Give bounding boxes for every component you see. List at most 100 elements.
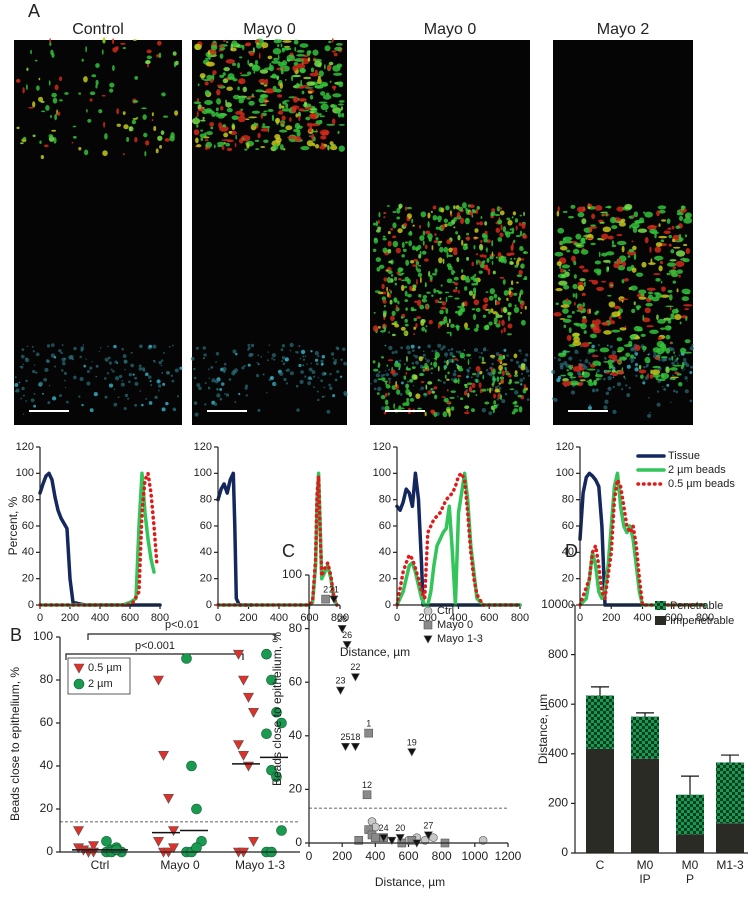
tissue-dot xyxy=(520,372,523,375)
profile-line xyxy=(395,471,522,607)
label: 100 xyxy=(16,467,34,479)
bead xyxy=(508,374,512,378)
bead xyxy=(206,131,213,136)
bead xyxy=(450,323,455,329)
tissue-dot xyxy=(525,353,529,357)
label: 20 xyxy=(22,573,34,585)
tissue-dot xyxy=(22,394,25,397)
bead xyxy=(276,76,279,81)
tissue-dot xyxy=(329,372,332,376)
tissue-dot xyxy=(427,344,431,348)
label: 40 xyxy=(562,546,574,558)
label: 120 xyxy=(16,441,34,453)
bead xyxy=(490,210,496,217)
tissue-dot xyxy=(46,359,48,361)
bead xyxy=(446,378,450,381)
bead xyxy=(417,272,423,278)
bead xyxy=(513,257,516,260)
bead xyxy=(447,295,453,298)
tissue-dot xyxy=(130,363,134,368)
bead xyxy=(318,70,324,77)
bead xyxy=(407,293,412,298)
bead xyxy=(669,259,677,262)
bead xyxy=(411,308,417,312)
bead xyxy=(459,352,465,359)
bead xyxy=(101,49,104,55)
bead xyxy=(648,262,656,266)
bead xyxy=(655,242,663,247)
bead xyxy=(578,375,584,378)
bead xyxy=(456,364,460,370)
bead xyxy=(112,64,115,72)
legend-swatch xyxy=(73,663,85,674)
bead xyxy=(607,359,613,366)
bead xyxy=(398,203,403,209)
bead xyxy=(472,390,476,393)
label: 80 xyxy=(379,494,391,506)
bead xyxy=(402,248,407,253)
tissue-dot xyxy=(113,388,116,391)
bead xyxy=(646,325,654,328)
bead xyxy=(649,228,658,234)
bead xyxy=(326,65,332,71)
bead xyxy=(293,39,299,45)
bead xyxy=(112,47,118,53)
label: 20 xyxy=(200,573,212,585)
bead xyxy=(658,235,668,239)
bead xyxy=(397,228,403,234)
tissue-dot xyxy=(612,385,615,389)
point xyxy=(379,834,389,843)
tissue-dot xyxy=(33,364,36,366)
tissue-dot xyxy=(340,358,343,361)
bead xyxy=(428,270,431,277)
label: 0 xyxy=(37,612,43,624)
bead xyxy=(261,125,271,129)
tissue-dot xyxy=(73,375,77,380)
bead xyxy=(666,272,671,276)
bead xyxy=(582,268,589,273)
tissue-dot xyxy=(557,358,561,362)
tissue-dot xyxy=(235,352,238,356)
bead xyxy=(406,366,409,371)
bead xyxy=(587,203,593,207)
bead xyxy=(562,308,569,314)
tissue-dot xyxy=(395,375,397,377)
bead xyxy=(481,388,487,392)
tissue-dot xyxy=(595,349,598,352)
bead xyxy=(401,272,405,275)
bead xyxy=(135,116,139,119)
tissue-dot xyxy=(110,368,113,371)
bead xyxy=(458,206,464,212)
bead xyxy=(396,207,401,214)
bead xyxy=(497,296,501,301)
bead xyxy=(451,358,454,363)
bead xyxy=(146,49,152,54)
bead xyxy=(396,389,401,395)
bead xyxy=(448,318,451,324)
bead xyxy=(685,248,691,254)
bead xyxy=(143,132,148,138)
tissue-dot xyxy=(488,411,493,416)
bead xyxy=(419,235,425,241)
point xyxy=(364,728,374,738)
bead xyxy=(441,306,447,310)
tissue-dot xyxy=(45,359,50,363)
bead xyxy=(635,305,642,309)
bead xyxy=(388,381,391,384)
bead xyxy=(102,150,108,157)
bead xyxy=(238,78,246,85)
tissue-dot xyxy=(407,350,411,355)
tissue-dot xyxy=(649,411,651,414)
bead xyxy=(404,290,408,297)
bead xyxy=(445,307,449,314)
tissue-dot xyxy=(127,397,130,400)
bead xyxy=(484,221,488,226)
bead xyxy=(126,136,130,142)
bead xyxy=(493,293,498,299)
bead xyxy=(618,315,622,319)
bead xyxy=(151,118,154,122)
tissue-dot xyxy=(333,362,337,366)
bead xyxy=(443,365,447,371)
tissue-dot xyxy=(114,376,120,381)
bead xyxy=(654,246,662,253)
